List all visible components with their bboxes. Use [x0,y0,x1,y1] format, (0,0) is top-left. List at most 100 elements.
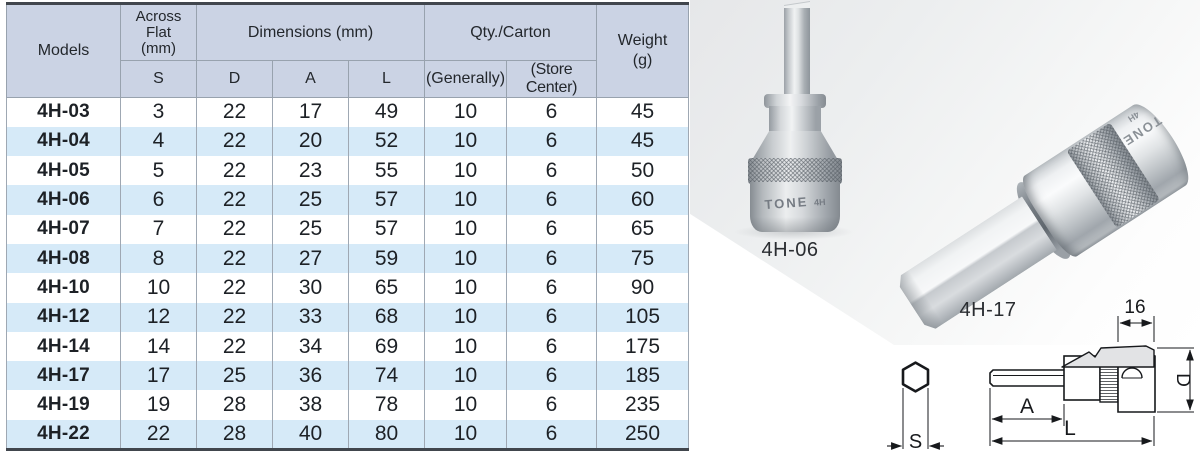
d-cell: 22 [196,273,273,303]
weight-line1: Weight [617,32,668,49]
qty_generally-cell: 10 [424,156,508,186]
d-cell: 22 [196,214,273,244]
table-row: 4H-04 4 22 20 52 10 6 45 [6,126,690,157]
model-cell: 4H-04 [6,126,121,157]
weight-cell: 250 [596,419,690,450]
table-row: 4H-12 12 22 33 68 10 6 105 [6,302,690,332]
weight-cell: 235 [596,390,690,420]
socket-side-view [989,345,1156,413]
model-cell: 4H-10 [6,273,121,303]
s-cell: 10 [120,273,197,303]
qty_generally-cell: 10 [424,185,508,215]
qty_store-cell: 6 [506,126,598,157]
d-cell: 22 [196,156,273,186]
d-cell: 28 [196,419,273,450]
model-cell: 4H-12 [6,302,121,332]
dim-l-label: L [1064,417,1076,440]
col-header-across-flat: Across Flat (mm) [120,3,197,61]
small-socket-neck [769,106,821,134]
model-cell: 4H-07 [6,214,121,244]
l-cell: 57 [347,214,426,244]
table-row: 4H-10 10 22 30 65 10 6 90 [6,273,690,303]
l-cell: 65 [347,273,426,303]
table-row: 4H-06 6 22 25 57 10 6 60 [6,185,690,215]
l-cell: 69 [347,331,426,362]
l-cell: 68 [347,302,426,332]
qty_generally-cell: 10 [424,302,508,332]
dim-16-label: 16 [1124,297,1145,318]
table-row: 4H-19 19 28 38 78 10 6 235 [6,390,690,420]
a-cell: 17 [272,97,349,127]
qty_store-cell: 6 [506,390,598,420]
col-subheader-store-center: (Store Center) [506,60,598,98]
col-subheader-d: D [196,60,273,98]
brand-suffix: 4H [813,196,826,208]
table-row: 4H-08 8 22 27 59 10 6 75 [6,243,690,274]
a-cell: 25 [272,185,349,215]
model-cell: 4H-19 [6,390,121,420]
brand-engraving: TONE 4H [750,192,841,213]
dim-16: 16 [1117,297,1155,342]
hex-section-view: S [887,361,944,453]
a-cell: 40 [272,419,349,450]
l-cell: 52 [347,126,426,157]
weight-cell: 65 [596,214,690,244]
table-row: 4H-17 17 25 36 74 10 6 185 [6,361,690,391]
small-socket-knurl-ring [748,158,842,184]
s-cell: 5 [120,156,197,186]
small-socket-label: 4H-06 [761,239,819,261]
qty_store-cell: 6 [506,156,598,186]
s-cell: 14 [120,331,197,362]
model-cell: 4H-05 [6,156,121,186]
qty_store-cell: 6 [506,243,598,274]
qty_store-cell: 6 [506,419,598,450]
model-cell: 4H-06 [6,185,121,215]
large-socket-label: 4H-17 [959,299,1017,321]
model-cell: 4H-22 [6,419,121,450]
dim-d: D [1157,347,1194,413]
qty_store-cell: 6 [506,302,598,332]
dim-a: A [989,388,1065,446]
l-cell: 57 [347,185,426,215]
small-socket-collar [764,94,826,108]
dim-a-label: A [1020,395,1034,418]
across-flat-line2: Flat [145,23,171,41]
col-subheader-l: L [347,60,426,98]
dim-s-label: S [909,431,922,453]
weight-cell: 175 [596,331,690,362]
dim-d-label: D [1172,373,1193,387]
qty_generally-cell: 10 [424,273,508,303]
col-header-qty-carton: Qty./Carton [424,3,598,61]
d-cell: 22 [196,185,273,215]
l-cell: 78 [347,390,426,420]
brand-text: TONE [1119,112,1165,150]
a-cell: 38 [272,390,349,420]
qty_store-cell: 6 [506,361,598,391]
qty_generally-cell: 10 [424,390,508,420]
table-row: 4H-14 14 22 34 69 10 6 175 [6,331,690,362]
table-row: 4H-07 7 22 25 57 10 6 65 [6,214,690,244]
a-cell: 34 [272,331,349,362]
s-cell: 8 [120,243,197,274]
weight-cell: 185 [596,361,690,391]
qty_store-cell: 6 [506,214,598,244]
table-row: 4H-22 22 28 40 80 10 6 250 [6,419,690,450]
table-body: 4H-03 3 22 17 49 10 6 45 4H-04 4 22 20 52 10 6 45 4H-05 5… [6,97,690,450]
brand-text: TONE [764,194,809,213]
brand-suffix: 4H [1126,109,1142,125]
spec-table: Models Across Flat (mm) Dimensions (mm) … [6,2,690,451]
qty_generally-cell: 10 [424,214,508,244]
s-cell: 12 [120,302,197,332]
l-cell: 55 [347,156,426,186]
qty_generally-cell: 10 [424,419,508,450]
col-header-models: Models [6,3,121,98]
s-cell: 22 [120,419,197,450]
col-header-weight: Weight (g) [596,3,690,98]
a-cell: 20 [272,126,349,157]
weight-cell: 105 [596,302,690,332]
s-cell: 19 [120,390,197,420]
a-cell: 33 [272,302,349,332]
weight-cell: 45 [596,97,690,127]
weight-cell: 75 [596,243,690,274]
qty_generally-cell: 10 [424,331,508,362]
